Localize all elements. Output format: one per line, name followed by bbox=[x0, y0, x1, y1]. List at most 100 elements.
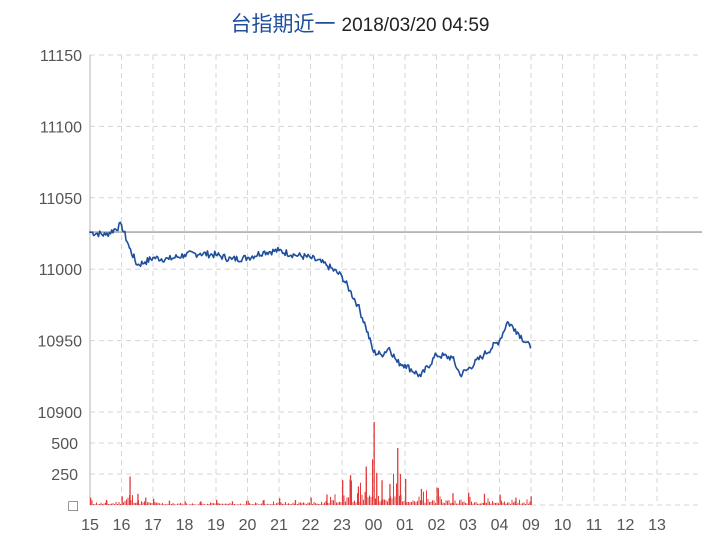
volume-bar bbox=[115, 502, 117, 505]
volume-bar bbox=[142, 502, 144, 505]
volume-bar bbox=[208, 504, 210, 505]
volume-bar bbox=[297, 504, 298, 505]
volume-bar bbox=[481, 503, 483, 505]
y-tick-label: 10900 bbox=[38, 405, 83, 422]
volume-bar bbox=[436, 487, 438, 505]
volume-bar bbox=[361, 494, 363, 505]
volume-bar bbox=[196, 504, 198, 505]
volume-bar bbox=[312, 504, 313, 505]
volume-bar bbox=[357, 493, 358, 505]
volume-bar bbox=[441, 499, 442, 505]
volume-bar bbox=[94, 504, 96, 505]
volume-bar bbox=[253, 504, 255, 505]
volume-bar bbox=[100, 502, 102, 505]
volume-bar bbox=[160, 503, 162, 505]
chart-title-timestamp: 2018/03/20 04:59 bbox=[341, 15, 490, 36]
volume-bar bbox=[396, 483, 397, 505]
volume-bar bbox=[309, 502, 310, 505]
volume-bar bbox=[325, 501, 327, 505]
volume-bar bbox=[105, 500, 108, 505]
y-axis-ticks: 10900 10950 11000 11050 11100 11150 bbox=[38, 48, 83, 422]
volume-bar bbox=[105, 502, 106, 505]
volume-bar bbox=[530, 496, 532, 505]
y-tick-label: 11050 bbox=[39, 191, 82, 208]
volume-bar bbox=[405, 479, 407, 505]
volume-bar bbox=[109, 503, 111, 505]
x-tick-label: 23 bbox=[333, 517, 351, 534]
volume-bar bbox=[375, 498, 376, 505]
volume-bar bbox=[235, 504, 237, 505]
volume-bar bbox=[261, 503, 262, 505]
volume-bar-series bbox=[90, 421, 532, 505]
volume-bar bbox=[420, 500, 421, 505]
volume-bar bbox=[324, 502, 325, 505]
x-tick-label: 04 bbox=[491, 517, 509, 534]
x-axis-ticks: 15 16 17 18 19 20 21 22 23 00 01 02 03 04 09 10 11 12 13 bbox=[81, 517, 666, 534]
volume-bar bbox=[250, 504, 252, 505]
volume-bar bbox=[148, 502, 150, 505]
price-point bbox=[215, 254, 217, 256]
volume-bar bbox=[330, 496, 331, 505]
chart-title: 台指期近一 2018/03/20 04:59 bbox=[0, 8, 720, 38]
volume-bar bbox=[402, 501, 403, 505]
volume-bar bbox=[487, 498, 489, 505]
volume-bar bbox=[472, 503, 474, 505]
volume-bar bbox=[435, 502, 436, 505]
volume-bar bbox=[379, 501, 381, 505]
price-point bbox=[325, 264, 328, 266]
price-point bbox=[199, 252, 202, 255]
price-point bbox=[246, 256, 249, 259]
price-point bbox=[144, 261, 147, 263]
price-point bbox=[364, 325, 367, 328]
volume-bar bbox=[121, 496, 123, 505]
volume-bar bbox=[234, 504, 235, 505]
volume-bar bbox=[399, 495, 400, 505]
volume-bar bbox=[439, 496, 441, 505]
volume-bar bbox=[424, 502, 426, 505]
volume-bar bbox=[415, 502, 417, 505]
volume-bar bbox=[280, 502, 282, 505]
price-point bbox=[278, 249, 280, 252]
volume-bar bbox=[480, 503, 481, 505]
volume-bar bbox=[514, 501, 516, 505]
price-point bbox=[89, 231, 91, 233]
volume-bar bbox=[279, 498, 281, 505]
volume-bar bbox=[213, 503, 214, 505]
volume-bar bbox=[226, 503, 228, 505]
x-tick-label: 19 bbox=[207, 517, 225, 534]
volume-bar bbox=[258, 504, 259, 505]
volume-bar bbox=[423, 491, 424, 505]
volume-bar bbox=[151, 502, 153, 505]
volume-bar bbox=[511, 499, 513, 505]
price-point bbox=[380, 353, 383, 356]
volume-bar bbox=[457, 503, 459, 505]
volume-bar bbox=[246, 500, 247, 505]
price-point bbox=[309, 256, 312, 259]
price-point bbox=[372, 351, 375, 353]
volume-bar bbox=[372, 459, 373, 505]
volume-bar bbox=[184, 501, 186, 505]
volume-bar bbox=[249, 503, 250, 505]
volume-bar bbox=[204, 504, 205, 505]
volume-bar bbox=[486, 502, 487, 505]
volume-bar bbox=[187, 504, 189, 505]
volume-bar bbox=[124, 500, 126, 505]
x-tick-label: 02 bbox=[428, 517, 446, 534]
volume-bar bbox=[111, 503, 112, 505]
volume-bar bbox=[357, 486, 360, 505]
volume-bar bbox=[304, 503, 306, 505]
volume-bar bbox=[450, 503, 451, 505]
volume-bar bbox=[382, 499, 384, 505]
volume-bar bbox=[172, 503, 174, 505]
volume-bar bbox=[336, 502, 337, 505]
volume-bar bbox=[339, 501, 340, 505]
volume-tick-label: 500 bbox=[51, 436, 78, 453]
volume-bar bbox=[483, 503, 484, 505]
volume-bar bbox=[141, 501, 142, 505]
volume-bar bbox=[384, 499, 385, 505]
y-tick-label: 11100 bbox=[40, 119, 82, 136]
volume-bar bbox=[237, 504, 238, 505]
volume-bar bbox=[178, 503, 180, 505]
volume-bar bbox=[180, 503, 181, 505]
volume-bar bbox=[387, 501, 388, 505]
